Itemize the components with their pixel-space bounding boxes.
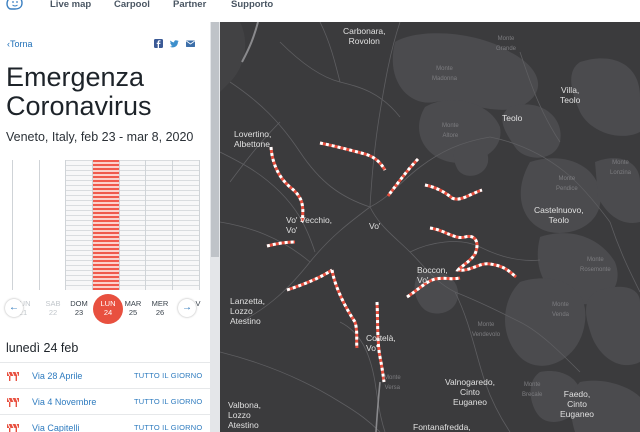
map-hills — [220, 22, 640, 432]
map-mountain-label: Monte Lonzina — [610, 160, 632, 176]
map-mountain-label: Monte Versa — [384, 375, 401, 391]
list-item[interactable]: Via 28 Aprile TUTTO IL GIORNO — [0, 362, 210, 389]
road-closure-icon — [7, 423, 19, 432]
nav-live-map[interactable]: Live map — [50, 0, 92, 10]
page-title: Emergenza Coronavirus — [6, 62, 152, 121]
map-roads-minor — [220, 22, 640, 432]
list-item-time: TUTTO IL GIORNO — [134, 371, 203, 380]
map-highway — [241, 22, 259, 63]
panel-scrollbar-thumb[interactable] — [211, 22, 219, 257]
list-item-time: TUTTO IL GIORNO — [134, 423, 203, 432]
map-place-label: Boccon, Vo' — [417, 265, 448, 285]
closures-list: lunedì 24 feb Via 28 Aprile TUTTO IL GIO… — [0, 330, 210, 432]
day-item[interactable]: SAB 22 — [45, 299, 61, 317]
map-place-label: Carbonara, Rovolon — [343, 26, 386, 46]
map-main-road — [375, 381, 381, 432]
nav-partner[interactable]: Partner — [173, 0, 207, 10]
email-icon[interactable] — [186, 39, 195, 48]
list-item-street: Via 4 Novembre — [32, 397, 97, 407]
closures-panel: ‹Torna Emergenza Coronavirus Veneto, Ita… — [0, 22, 220, 432]
day-item[interactable]: V — [195, 299, 201, 308]
nav-supporto[interactable]: Supporto — [231, 0, 274, 10]
list-item-street: Via Capitelli — [32, 423, 80, 432]
day-item[interactable]: DOM 23 — [70, 299, 88, 317]
top-navigation: Live map Carpool Partner Supporto — [0, 0, 640, 22]
map-place-label: Valbona, Lozzo Atestino — [228, 400, 261, 430]
map-place-label: Villa, Teolo — [560, 85, 581, 105]
map-place-label: Teolo — [502, 113, 523, 123]
map-view[interactable]: Carbonara, Rovolon Monte Grande Monte Madon… — [220, 22, 640, 432]
map-place-label: Valnogaredo, Cinto Euganeo — [445, 377, 495, 407]
nav-carpool[interactable]: Carpool — [114, 0, 150, 10]
timeline-bar-mon-selected — [92, 160, 119, 290]
timeline-bar-tue — [119, 160, 145, 290]
arrow-left-icon: ← — [9, 302, 19, 313]
chevron-left-icon: ‹ — [7, 39, 10, 49]
list-item-street: Via 28 Aprile — [32, 371, 83, 381]
timeline-bar-wed — [146, 160, 172, 290]
road-closure-segments[interactable] — [266, 141, 517, 383]
map-place-label: Lanzetta, Lozzo Atestino — [230, 296, 265, 326]
list-item[interactable]: Via 4 Novembre TUTTO IL GIORNO — [0, 388, 210, 415]
arrow-right-icon: → — [182, 302, 192, 313]
day-item[interactable]: LUN 21 — [15, 299, 31, 317]
map-place-label: Castelnuovo, Teolo — [534, 205, 584, 225]
map-mountain-label: Monte Pendice — [556, 176, 578, 192]
road-closure-icon — [7, 397, 19, 407]
map-mountain-label: Monte Vendevolo — [472, 322, 501, 338]
map-mountain-label: Monte Grande — [496, 36, 517, 52]
day-selector: LUN 21 SAB 22 DOM 23 LUN 24 MAR 25 MER 26 V ← … — [0, 290, 210, 330]
map-mountain-label: Monte Madonna — [432, 66, 458, 82]
map-place-label: Cortelà, Vo' — [366, 333, 396, 353]
day-item-selected[interactable]: LUN 24 — [100, 299, 116, 317]
map-mountain-label: Monte Altore — [442, 123, 459, 139]
list-date-heading: lunedì 24 feb — [6, 341, 79, 355]
back-link[interactable]: ‹Torna — [7, 39, 33, 49]
closure-timeline-chart — [0, 160, 210, 290]
map-mountain-label: Monte Rosemonte — [580, 257, 611, 273]
event-location-dates: Veneto, Italy, feb 23 - mar 8, 2020 — [6, 130, 194, 144]
next-day-button[interactable]: → — [178, 299, 196, 317]
road-closure-icon — [7, 371, 19, 381]
day-item[interactable]: MER 26 — [151, 299, 169, 317]
facebook-icon[interactable] — [154, 39, 163, 48]
event-header-card: ‹Torna Emergenza Coronavirus Veneto, Ita… — [0, 22, 210, 160]
map-place-label: Vo' Vecchio, Vo' — [286, 215, 333, 235]
map-mountain-label: Monte Venda — [552, 302, 570, 318]
day-item[interactable]: MAR 25 — [124, 299, 142, 317]
map-place-label: Fontanafredda, — [413, 422, 471, 432]
map-place-label: Lovertino, Albettone — [234, 129, 272, 149]
waze-logo-icon[interactable] — [4, 0, 24, 14]
twitter-icon[interactable] — [170, 39, 179, 48]
list-item-time: TUTTO IL GIORNO — [134, 397, 203, 406]
selected-day-marker — [93, 294, 123, 324]
timeline-bar-thu — [173, 160, 200, 290]
map-canvas[interactable] — [220, 22, 640, 432]
map-place-label: Vo' — [369, 221, 381, 231]
list-item[interactable]: Via Capitelli TUTTO IL GIORNO — [0, 414, 210, 432]
timeline-bar-sun — [66, 160, 92, 290]
map-mountain-label: Monte Brecale — [522, 382, 543, 398]
map-place-label: Faedo, Cinto Euganeo — [560, 389, 595, 419]
prev-day-button[interactable]: ← — [5, 299, 23, 317]
